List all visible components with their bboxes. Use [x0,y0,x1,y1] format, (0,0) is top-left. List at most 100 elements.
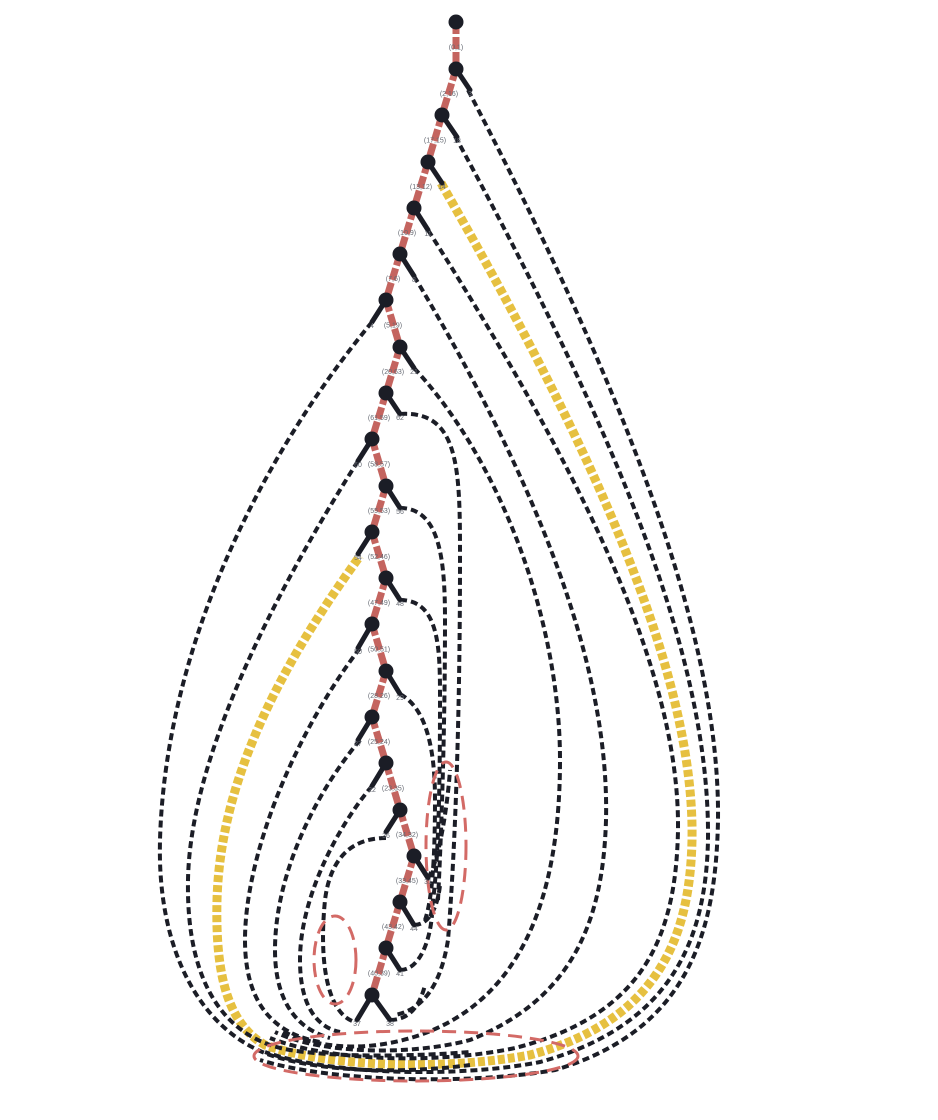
pair-label: (34,32) [396,832,418,839]
spine-edge [382,762,404,811]
leaf-label: 56 [396,509,404,516]
leaf-label: 18 [453,138,461,145]
wire-3 [259,89,721,1082]
spine-edge [396,206,418,256]
wire-27 [272,738,362,1040]
tree-node [364,431,380,447]
loop-marker-left [312,914,358,1006]
leaf-label: 50 [354,649,362,656]
leaf-label: 31 [424,879,432,886]
tree-node [364,616,380,632]
leaf-label: 21 [410,369,418,376]
tree-node [378,478,394,494]
spine-edge [382,299,404,348]
tree-node [392,894,408,910]
leaf-label: 29 [396,695,404,702]
loop-marker-bottom [252,1029,580,1083]
wire-21 [279,366,563,1049]
wire-14-highlight [212,180,697,1070]
spine-edge [382,252,404,302]
pair-label: (2,16) [440,91,458,98]
node-layer [364,14,464,1003]
pair-label: (58,57) [368,462,390,469]
pair-label: (17,15) [424,138,446,145]
wire-50 [242,646,362,1044]
pair-label: (10,9) [398,230,416,237]
leaf-label: 22 [368,787,376,794]
pair-label: (43,42) [382,924,404,931]
wire-29 [398,692,438,921]
loop-markers [252,760,580,1083]
spine-edge [368,623,390,672]
label-layer: (0,1) (2,16) (17,15) (13,12) (10,9) (7,6) (5,1… [353,45,472,1029]
tree-node [434,107,450,123]
tree-node [364,709,380,725]
spine-edge [424,114,446,163]
wire-4 [157,320,471,1073]
tree-node [378,755,394,771]
pair-label: (47,49) [368,600,390,607]
tree-node [392,246,408,262]
wire-layer [157,89,721,1082]
pair-label: (23,35) [382,786,404,793]
pair-label: (55,53) [368,508,390,515]
spine-edge [368,576,390,626]
wire-60 [185,459,471,1058]
tree-node [364,524,380,540]
leaf-label: 48 [396,601,404,608]
wire-8 [274,274,609,1053]
pair-label: (7,6) [386,276,400,283]
leaf-label: 44 [410,926,418,933]
spine-edge [396,808,418,858]
tree-node [364,987,380,1003]
tree-node [378,292,394,308]
pair-label: (50,51) [368,647,390,654]
wire-62 [394,411,463,1017]
leaf-label: 38 [386,1021,394,1028]
spine-edge [382,900,404,950]
leaf-label: 3 [468,91,472,98]
leaf-label: 8 [412,277,416,284]
tree-node [406,848,422,864]
pair-label: (20,63) [382,369,404,376]
spine-edge [368,484,390,534]
wire-22 [297,784,374,1034]
leaf-label: 37 [353,1021,361,1028]
wire-11 [269,228,681,1061]
tree-node [448,14,464,30]
tree-node [392,339,408,355]
leaf-label: 14 [438,184,446,191]
leaf-label: 60 [354,462,362,469]
leaf-label: 62 [396,415,404,422]
tree-node [378,385,394,401]
wire-18 [264,135,711,1075]
tree-node [392,802,408,818]
pair-label: (5,19) [384,323,402,330]
wire-31 [426,769,452,880]
pair-label: (0,1) [449,45,463,52]
pair-label: (40,39) [368,971,390,978]
loop-marker-right [424,760,468,932]
spine-edge [382,345,404,395]
pair-label: (61,59) [368,415,390,422]
spine-edge [438,67,460,117]
wire-37 [389,984,427,1022]
spine-edge [368,438,390,487]
wire-41 [399,914,434,972]
spine-edge [410,160,432,210]
spine-edge [368,530,390,580]
tree-node [378,940,394,956]
spine-edge [368,669,390,719]
spine-edge [396,854,418,904]
tree-node [406,200,422,216]
tree-node [420,154,436,170]
leaf-label: 54 [354,555,362,562]
leaf-label: 41 [396,971,404,978]
spine-edge [368,391,390,441]
spine-edge [368,715,390,765]
pair-label: (13,12) [410,184,432,191]
leaf-label: 36 [382,833,390,840]
leaf-label: 4 [370,323,374,330]
pair-label: (33,45) [396,878,418,885]
